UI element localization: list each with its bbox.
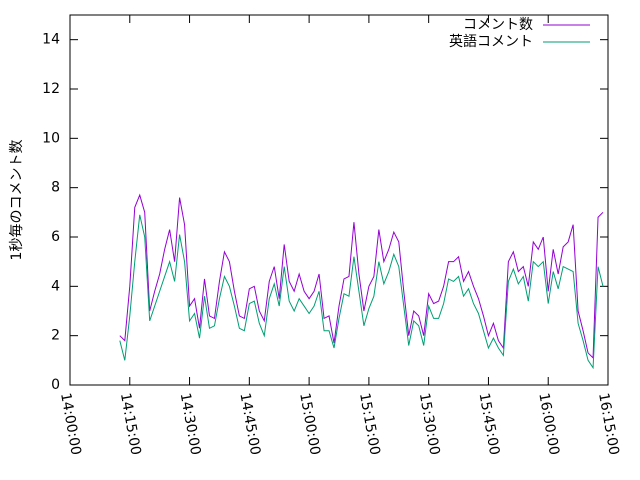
legend-label: コメント数 [463, 17, 533, 33]
legend-label: 英語コメント [449, 33, 533, 50]
y-tick-label: 0 [51, 377, 60, 393]
x-tick-label: 15:15:00 [356, 392, 383, 457]
x-tick-label: 15:00:00 [296, 392, 323, 457]
y-tick-label: 10 [42, 130, 60, 146]
y-tick-label: 12 [42, 81, 60, 97]
series-line [119, 214, 604, 370]
y-tick-label: 14 [42, 32, 60, 48]
y-tick-label: 2 [51, 328, 60, 344]
x-tick-label: 16:15:00 [595, 392, 622, 457]
plot-frame [69, 14, 609, 386]
x-tick-label: 16:00:00 [535, 392, 562, 457]
series-line [119, 193, 604, 360]
x-tick-label: 15:45:00 [476, 392, 503, 457]
y-tick-label: 6 [51, 229, 60, 245]
y-tick-label: 4 [51, 278, 60, 294]
x-tick-label: 14:30:00 [177, 392, 204, 457]
x-tick-label: 14:45:00 [236, 392, 263, 457]
x-tick-label: 14:00:00 [57, 392, 84, 457]
x-tick-label: 14:15:00 [117, 392, 144, 457]
x-tick-label: 15:30:00 [416, 392, 443, 457]
y-tick-label: 8 [51, 180, 60, 196]
y-axis-label: 1秒毎のコメント数 [9, 140, 25, 261]
